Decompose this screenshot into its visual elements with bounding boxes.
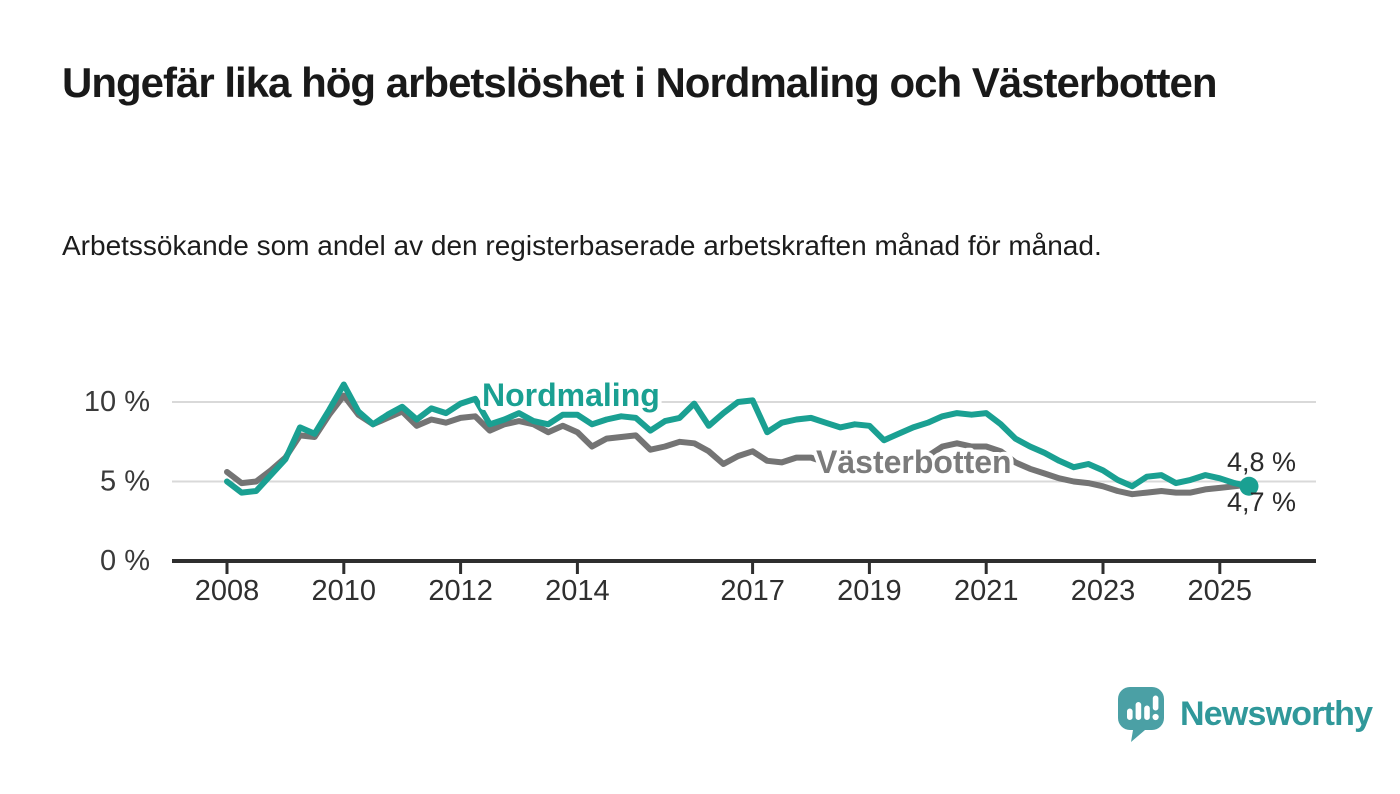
end-value-label-vasterbotten: 4,8 %: [1227, 447, 1296, 477]
logo-exclamation-bar: [1152, 695, 1159, 711]
chart-title: Ungefär lika hög arbetslöshet i Nordmali…: [62, 59, 1218, 106]
series-end-dot-nordmaling: [1239, 476, 1259, 496]
x-tick-label: 2025: [1188, 575, 1253, 607]
y-axis-label: 5 %: [100, 466, 150, 498]
brand-name: Newsworthy: [1180, 694, 1373, 733]
x-tick-label: 2021: [954, 575, 1019, 607]
series-line-nordmaling: [224, 381, 1252, 496]
x-tick-label: 2019: [837, 575, 902, 607]
x-tick-label: 2023: [1071, 575, 1136, 607]
speech-bubble-bar-chart-icon: [1118, 687, 1164, 742]
series-label-vasterbotten: Västerbotten: [816, 444, 1012, 480]
x-tick-label: 2012: [428, 575, 493, 607]
chart-subtitle: Arbetssökande som andel av den registerb…: [62, 230, 1102, 261]
series-label-nordmaling: Nordmaling: [482, 377, 660, 413]
x-tick-label: 2014: [545, 575, 610, 607]
logo-bar-2: [1135, 702, 1142, 720]
line-chart: 0 % 5 % 10 % 2008 2010 2012 2014 2017 2019 2021 20…: [0, 350, 1400, 680]
y-axis-label: 10 %: [84, 386, 150, 418]
x-tick-label: 2017: [720, 575, 785, 607]
series-line-vasterbotten: [224, 392, 1252, 498]
logo-bar-3: [1144, 705, 1150, 720]
logo-bar-1: [1127, 708, 1133, 720]
y-axis-label: 0 %: [100, 545, 150, 577]
brand-footer: Newsworthy: [1117, 686, 1373, 742]
x-tick-label: 2010: [312, 575, 377, 607]
x-tick-label: 2008: [195, 575, 260, 607]
logo-exclamation-dot: [1152, 713, 1159, 721]
end-value-label-nordmaling: 4,7 %: [1227, 487, 1296, 517]
chart-canvas: 0 % 5 % 10 % 2008 2010 2012 2014 2017 2019 2021 20…: [84, 373, 1316, 607]
